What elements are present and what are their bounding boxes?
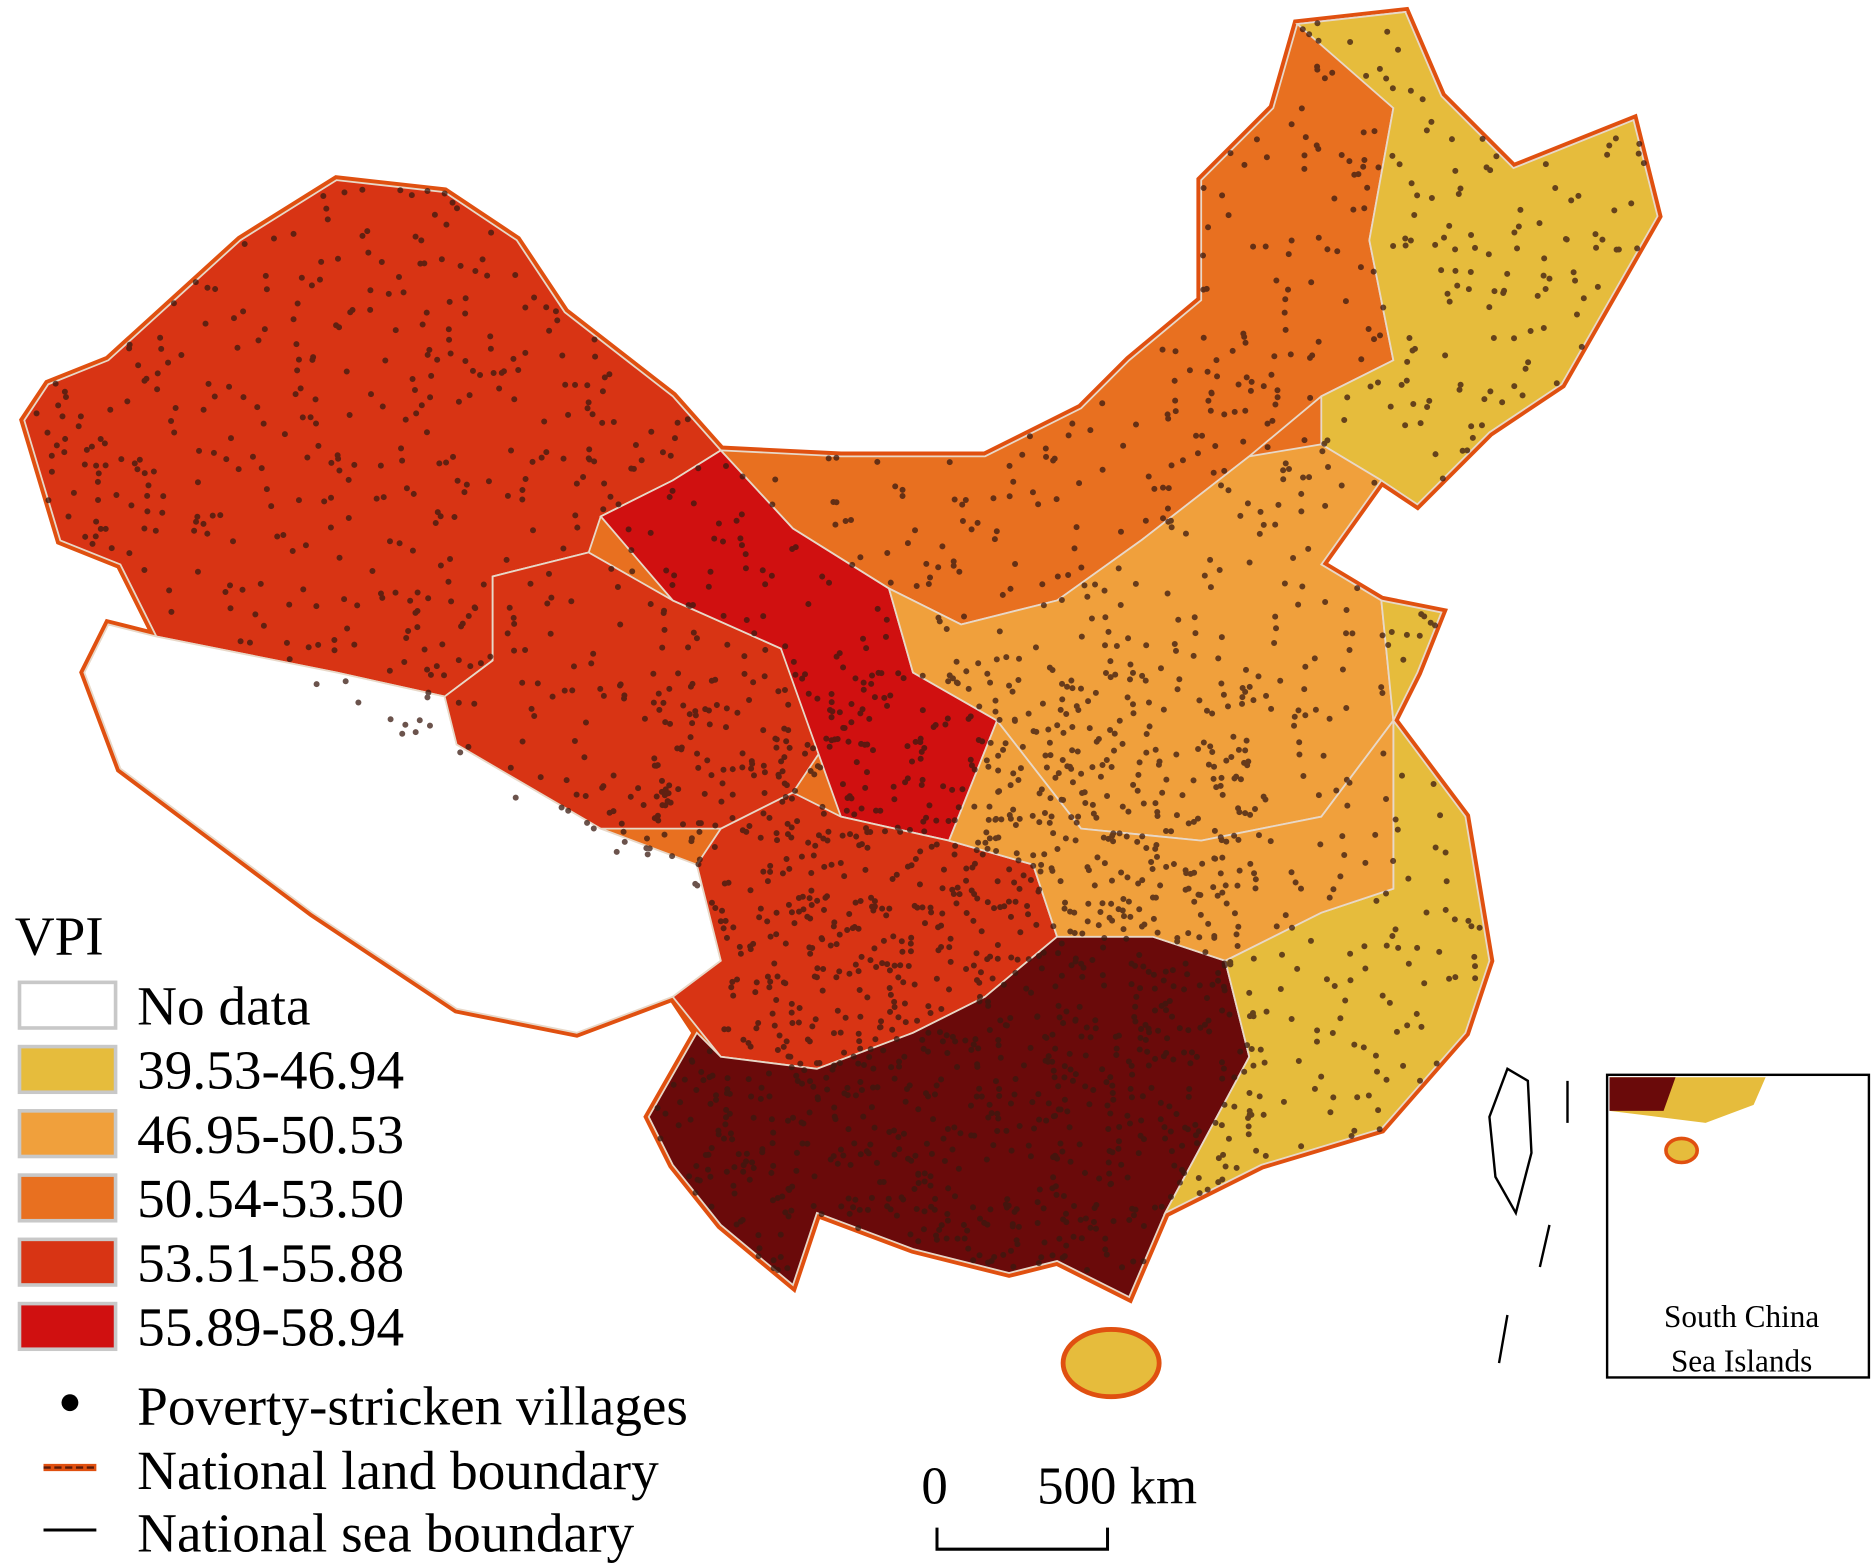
inset-label: South China — [1664, 1299, 1819, 1334]
scale-bar: 0 500 km — [921, 1458, 1197, 1551]
china-map — [19, 6, 1663, 1400]
legend-point-symbol — [61, 1394, 79, 1412]
scale-start: 0 — [921, 1458, 947, 1516]
legend-label: 55.89-58.94 — [137, 1297, 404, 1358]
legend-label: 46.95-50.53 — [137, 1104, 404, 1165]
hainan — [1060, 1327, 1162, 1400]
legend-swatch — [17, 1237, 118, 1287]
legend-label: 39.53-46.94 — [137, 1040, 404, 1101]
inset-label: Sea Islands — [1671, 1343, 1812, 1378]
legend-label: 50.54-53.50 — [137, 1168, 404, 1229]
village-dots — [33, 20, 1647, 1273]
inset-frame — [1605, 1073, 1871, 1379]
legend-swatch — [17, 1044, 118, 1095]
legend-title: VPI — [15, 906, 104, 967]
inset-hainan — [1664, 1136, 1699, 1165]
legend-label: National sea boundary — [137, 1503, 634, 1564]
scale-end: 500 km — [1037, 1458, 1197, 1516]
national-sea-boundary — [1497, 1080, 1569, 1364]
legend-label: National land boundary — [137, 1440, 659, 1501]
legend-label: No data — [137, 975, 310, 1036]
legend-swatch — [17, 1301, 118, 1352]
scale-line — [935, 1527, 1110, 1551]
legend: VPI No data39.53-46.9446.95-50.5350.54-5… — [15, 906, 688, 1564]
region — [1295, 11, 1659, 506]
legend-swatch — [17, 1109, 118, 1159]
legend-label: 53.51-55.88 — [137, 1232, 404, 1293]
legend-swatch — [17, 980, 118, 1030]
legend-label: Poverty-stricken villages — [137, 1375, 688, 1436]
inset: South China Sea Islands — [1605, 1073, 1871, 1379]
inset-land — [1609, 1077, 1676, 1111]
legend-swatch — [17, 1173, 118, 1223]
taiwan — [1488, 1067, 1533, 1217]
